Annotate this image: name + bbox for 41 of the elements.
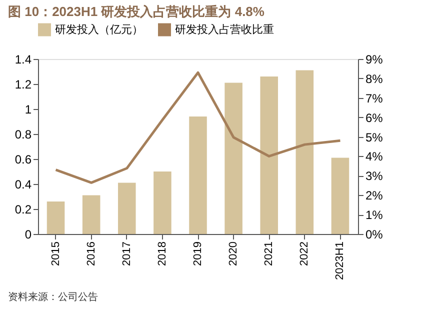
- y-tick-label: 0.2: [14, 202, 32, 216]
- bar: [224, 82, 242, 234]
- y2-tick-label: 4%: [366, 150, 384, 164]
- bar: [154, 172, 172, 234]
- y-tick-label: 1.2: [14, 78, 32, 92]
- y2-tick-label: 8%: [366, 72, 384, 86]
- y-tick-label: 1: [24, 102, 32, 116]
- x-tick-label: 2019: [192, 242, 204, 266]
- bar: [118, 182, 136, 234]
- x-tick-label: 2018: [156, 242, 168, 266]
- y2-tick-label: 7%: [366, 91, 384, 106]
- bar: [46, 202, 65, 234]
- y2-tick-label: 9%: [366, 52, 384, 66]
- x-tick-label: 2023H1: [334, 242, 346, 280]
- bar: [82, 195, 100, 234]
- y2-tick-label: 2%: [366, 188, 384, 203]
- y-tick-label: 0: [24, 228, 32, 242]
- line-series: [54, 71, 342, 184]
- x-tick-label: 2016: [85, 242, 98, 266]
- bar: [296, 70, 314, 234]
- x-tick-label: 2017: [120, 242, 133, 266]
- x-tick-label: 2015: [50, 242, 62, 266]
- y2-tick-label: 6%: [366, 110, 384, 125]
- y-tick-label: 0.8: [14, 128, 32, 142]
- bar: [260, 76, 278, 234]
- y2-tick-label: 3%: [366, 169, 384, 184]
- y-tick-label: 1.4: [14, 52, 32, 66]
- x-tick-label: 2020: [228, 242, 240, 266]
- bar: [189, 116, 207, 234]
- y2-tick-label: 5%: [366, 130, 384, 144]
- legend-label: 研发投入占营收比重: [175, 22, 274, 36]
- text: 资料来源：公司公告: [8, 291, 98, 303]
- x-tick-label: 2021: [263, 242, 276, 266]
- y2-tick-label: 0%: [366, 228, 384, 242]
- bar: [331, 158, 350, 234]
- y-tick-label: 0.4: [14, 178, 32, 192]
- y-tick-label: 0.6: [14, 152, 32, 166]
- chart-title: 图 10：2023H1 研发投入占营收比重为 4.8%: [8, 4, 265, 19]
- legend-label: 研发投入（亿元）: [55, 22, 143, 36]
- x-tick-label: 2022: [298, 242, 311, 266]
- y2-tick-label: 1%: [366, 208, 384, 222]
